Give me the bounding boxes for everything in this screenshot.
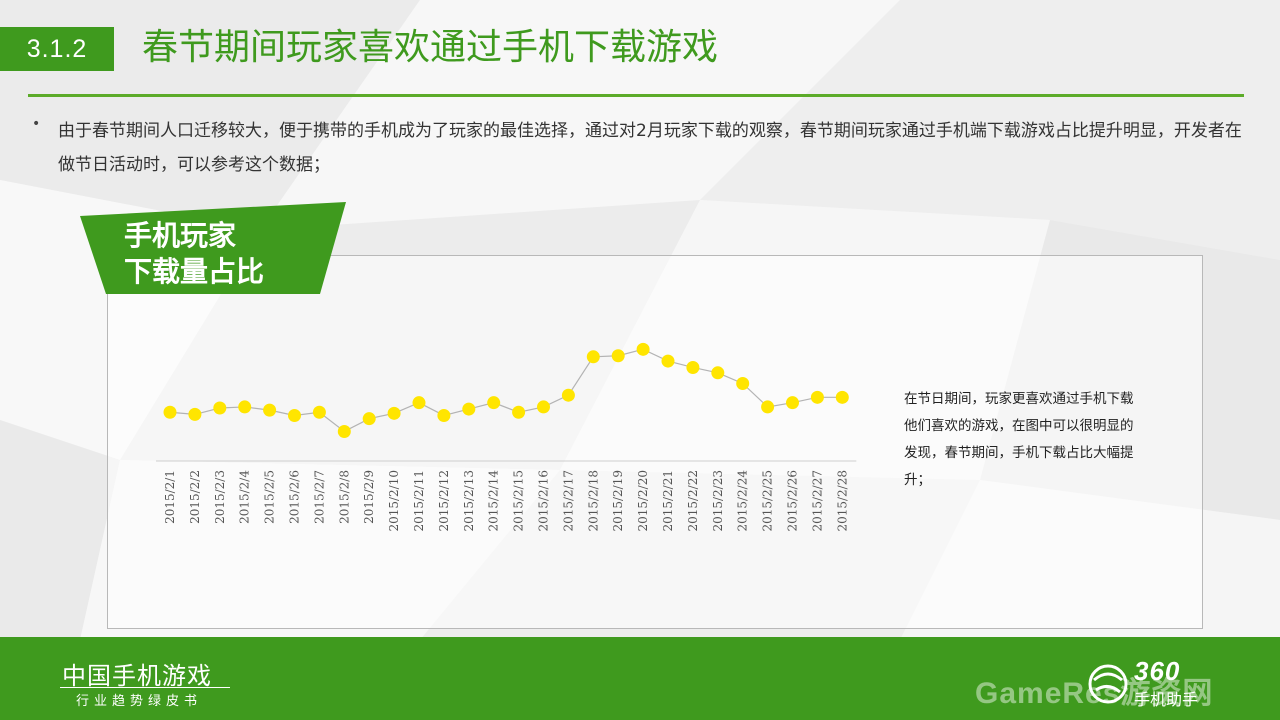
x-tick-label: 2015/2/2 [188, 470, 202, 524]
data-point [561, 388, 575, 402]
x-tick-label: 2015/2/3 [213, 470, 227, 524]
badge-label: 手机玩家 下载量占比 [124, 218, 264, 290]
series-line [169, 348, 843, 433]
x-tick-label: 2015/2/12 [437, 470, 451, 532]
data-point [387, 406, 401, 420]
footer-subtitle: 行业趋势绿皮书 [76, 694, 203, 709]
data-point [312, 405, 326, 419]
x-tick-label: 2015/2/8 [337, 470, 351, 524]
x-tick-label: 2015/2/24 [736, 470, 750, 532]
data-point [163, 405, 177, 419]
data-point [835, 390, 849, 404]
data-point [512, 405, 526, 419]
x-tick-label: 2015/2/20 [636, 470, 650, 532]
data-point [263, 403, 277, 417]
data-point [761, 400, 775, 414]
data-point [686, 360, 700, 374]
bullet-dot-icon: • [32, 116, 41, 132]
x-tick-label: 2015/2/21 [661, 470, 675, 532]
x-tick-label: 2015/2/9 [362, 470, 376, 524]
chart-annotation: 在节日期间，玩家更喜欢通过手机下载他们喜欢的游戏，在图中可以很明显的发现，春节期… [904, 391, 1134, 488]
line-chart: 2015/2/1 2015/2/2 2015/2/3 2015/2/4 2015/2/5… [156, 342, 857, 532]
data-point [611, 349, 625, 363]
360-logo-icon [1088, 664, 1128, 704]
data-point [337, 424, 351, 438]
data-point [487, 396, 501, 410]
data-point [462, 402, 476, 416]
bullet-text: 由于春节期间人口迁移较大，便于携带的手机成为了玩家的最佳选择，通过对2月玩家下载… [58, 121, 1242, 175]
data-point [288, 408, 301, 422]
data-point [362, 412, 376, 426]
bullet-paragraph: • 由于春节期间人口迁移较大，便于携带的手机成为了玩家的最佳选择，通过对2月玩家… [30, 114, 1250, 182]
x-tick-label: 2015/2/26 [786, 470, 800, 532]
x-tick-label: 2015/2/13 [462, 470, 476, 532]
chart-frame [107, 255, 1203, 629]
section-number: 3.1.2 [0, 27, 114, 71]
x-tick-label: 2015/2/16 [537, 470, 551, 532]
x-tick-label: 2015/2/15 [512, 470, 526, 532]
x-tick-label: 2015/2/4 [238, 470, 252, 524]
x-tick-label: 2015/2/6 [288, 470, 302, 524]
footer-title: 中国手机游戏 [62, 662, 212, 690]
x-tick-label: 2015/2/7 [312, 470, 326, 524]
x-tick-label: 2015/2/28 [835, 470, 849, 532]
x-tick-label: 2015/2/18 [586, 470, 600, 532]
data-point [437, 408, 451, 422]
data-point [213, 401, 227, 415]
data-point [736, 376, 750, 390]
data-point [810, 390, 824, 404]
x-tick-label: 2015/2/17 [561, 470, 575, 532]
footer-divider [60, 687, 230, 688]
data-point [586, 350, 600, 364]
logo-text: 手机助手 [1134, 690, 1199, 709]
x-tick-label: 2015/2/22 [686, 470, 700, 532]
x-tick-label: 2015/2/1 [163, 470, 177, 524]
x-tick-label: 2015/2/23 [711, 470, 725, 532]
logo-number: 360 [1134, 656, 1181, 686]
title-divider [28, 94, 1244, 97]
data-point [188, 407, 202, 421]
footer-bar [0, 637, 1280, 720]
x-tick-label: 2015/2/14 [487, 470, 501, 532]
x-tick-label: 2015/2/25 [761, 470, 775, 532]
x-tick-label: 2015/2/10 [387, 470, 401, 532]
badge-line-1: 手机玩家 [124, 219, 237, 252]
data-point [786, 396, 799, 410]
page-title: 春节期间玩家喜欢通过手机下载游戏 [142, 27, 719, 68]
data-point [537, 400, 550, 414]
data-point [412, 396, 426, 410]
x-tick-label: 2015/2/27 [810, 470, 824, 532]
data-point [661, 354, 675, 368]
badge-shape [80, 202, 346, 294]
x-tick-label: 2015/2/5 [263, 470, 277, 524]
data-point [238, 400, 252, 414]
x-tick-label: 2015/2/11 [412, 470, 426, 532]
badge-line-2: 下载量占比 [124, 255, 265, 288]
data-point [711, 366, 725, 380]
chart-badge: 手机玩家 下载量占比 [80, 202, 346, 294]
x-tick-label: 2015/2/19 [611, 470, 625, 532]
data-point [636, 342, 650, 356]
